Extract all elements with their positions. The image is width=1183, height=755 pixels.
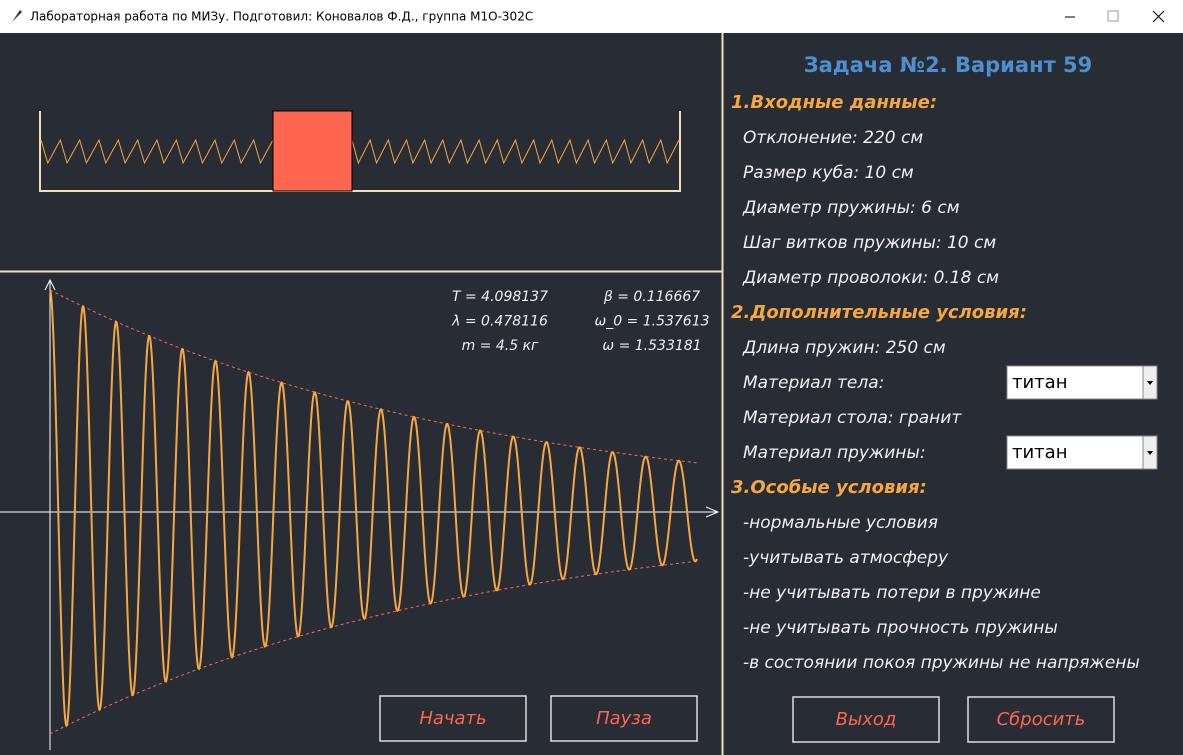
table [39, 111, 681, 192]
oscillation-curve [49, 289, 698, 728]
cube [272, 110, 353, 192]
window-title: Лабораторная работа по МИЗу. Подготовил:… [30, 10, 533, 24]
item-label: -учитывать атмосферу [743, 548, 949, 568]
dropdown-arrow [1147, 381, 1153, 385]
dropdown-arrow [1147, 451, 1153, 455]
parameter: m = 4.5 кг [462, 338, 539, 354]
panel-title: Задача №2. Вариант 59 [804, 53, 1093, 77]
button[interactable] [967, 696, 1115, 743]
item-label: Размер куба: 10 см [743, 163, 914, 183]
button-label[interactable]: Пауза [596, 708, 652, 729]
button-label[interactable]: Начать [419, 708, 486, 729]
item-label: -нормальные условия [743, 513, 938, 533]
item-label: Материал тела: [743, 373, 884, 393]
item-label: -не учитывать потери в пружине [743, 583, 1041, 603]
button[interactable] [792, 696, 940, 743]
parameter: T = 4.098137 [452, 289, 548, 305]
dropdown[interactable] [1006, 435, 1158, 470]
title-bar [0, 0, 1183, 33]
envelope [49, 289, 697, 464]
button[interactable] [379, 695, 527, 742]
item-label: Диаметр проволоки: 0.18 см [742, 268, 999, 288]
parameter: ω = 1.533181 [602, 338, 701, 354]
parameter: β = 0.116667 [603, 289, 700, 305]
parameter: ω_0 = 1.537613 [594, 314, 709, 330]
x-axis-arrow [705, 506, 720, 518]
section-title: 1.Входные данные: [731, 92, 937, 113]
item-label: Материал пружины: [743, 443, 926, 463]
item-label: -в состоянии покоя пружины не напряжены [743, 653, 1140, 673]
item-label: Длина пружин: 250 см [742, 338, 946, 358]
item-label: -не учитывать прочность пружины [743, 618, 1058, 638]
dropdown-value[interactable]: титан [1012, 442, 1067, 463]
dropdown-value[interactable]: титан [1012, 372, 1067, 393]
item-label: Материал стола: гранит [743, 408, 962, 428]
dropdown[interactable] [1006, 365, 1158, 400]
button-label[interactable]: Выход [836, 709, 897, 730]
button[interactable] [550, 695, 698, 742]
section-title: 3.Особые условия: [731, 477, 927, 498]
item-label: Диаметр пружины: 6 см [742, 198, 960, 218]
parameter: λ = 0.478116 [451, 314, 548, 330]
section-title: 2.Дополнительные условия: [731, 302, 1027, 323]
item-label: Отклонение: 220 см [743, 128, 923, 148]
y-axis-arrow [44, 278, 56, 291]
maximize-button[interactable] [1107, 10, 1119, 22]
close-button[interactable] [1152, 10, 1165, 23]
app-icon [12, 10, 22, 22]
simulation-area [0, 33, 722, 755]
item-label: Шаг витков пружины: 10 см [743, 233, 996, 253]
spring [40, 138, 680, 165]
button-label[interactable]: Сбросить [997, 709, 1086, 730]
envelope [49, 560, 697, 735]
